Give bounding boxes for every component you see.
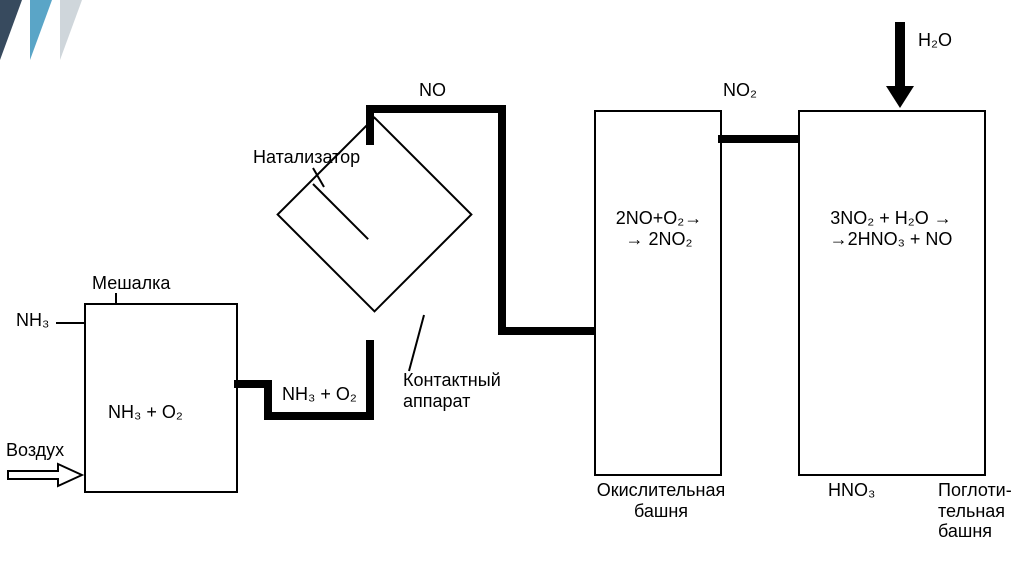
no-label: NO <box>419 80 446 101</box>
pipe-mixer-out-v2 <box>366 340 374 420</box>
hno3-label: HNO₃ <box>828 480 875 501</box>
catalyst-label: Натализатор <box>253 147 360 168</box>
corner-accent-1 <box>0 0 22 60</box>
mixer-box <box>84 303 238 493</box>
h2o-arrow-stem <box>895 22 905 92</box>
oxidation-tower-box <box>594 110 722 476</box>
nh3-line <box>56 322 84 324</box>
nh3-input-label: NH₃ <box>16 310 49 331</box>
h2o-label: H₂O <box>918 30 952 51</box>
no2-label: NO₂ <box>723 80 757 101</box>
contact-leader <box>408 315 425 372</box>
pipe-no-h2 <box>498 327 598 335</box>
corner-accent-2 <box>30 0 52 60</box>
corner-accent-3 <box>60 0 82 60</box>
air-arrow-icon <box>6 462 84 488</box>
pipe-mixer-label: NH₃ + O₂ <box>282 384 357 405</box>
contact-apparatus-label: Контактныйаппарат <box>403 370 501 411</box>
absorption-tower-box <box>798 110 986 476</box>
pipe-no-v2 <box>498 105 506 335</box>
diagram-canvas: NH₃ Воздух Мешалка NH₃ + O₂ NH₃ + O₂ Нат… <box>0 0 1024 574</box>
oxidation-title: Окислительнаябашня <box>586 480 736 521</box>
air-input-label: Воздух <box>6 440 64 461</box>
pipe-no2-h <box>718 135 798 143</box>
mixer-content: NH₃ + O₂ <box>108 402 183 423</box>
catalyst-diamond <box>276 116 473 313</box>
mixer-title: Мешалка <box>92 273 170 294</box>
absorption-content: 3NO₂ + H₂O →→2HNO₃ + NO <box>806 208 976 249</box>
pipe-no-h1 <box>366 105 506 113</box>
absorption-title: Поглоти-тельнаябашня <box>938 480 1012 542</box>
h2o-arrow-head-icon <box>886 86 914 108</box>
pipe-mixer-out-h2 <box>264 412 374 420</box>
oxidation-content: 2NO+O₂→→ 2NO₂ <box>604 208 714 249</box>
